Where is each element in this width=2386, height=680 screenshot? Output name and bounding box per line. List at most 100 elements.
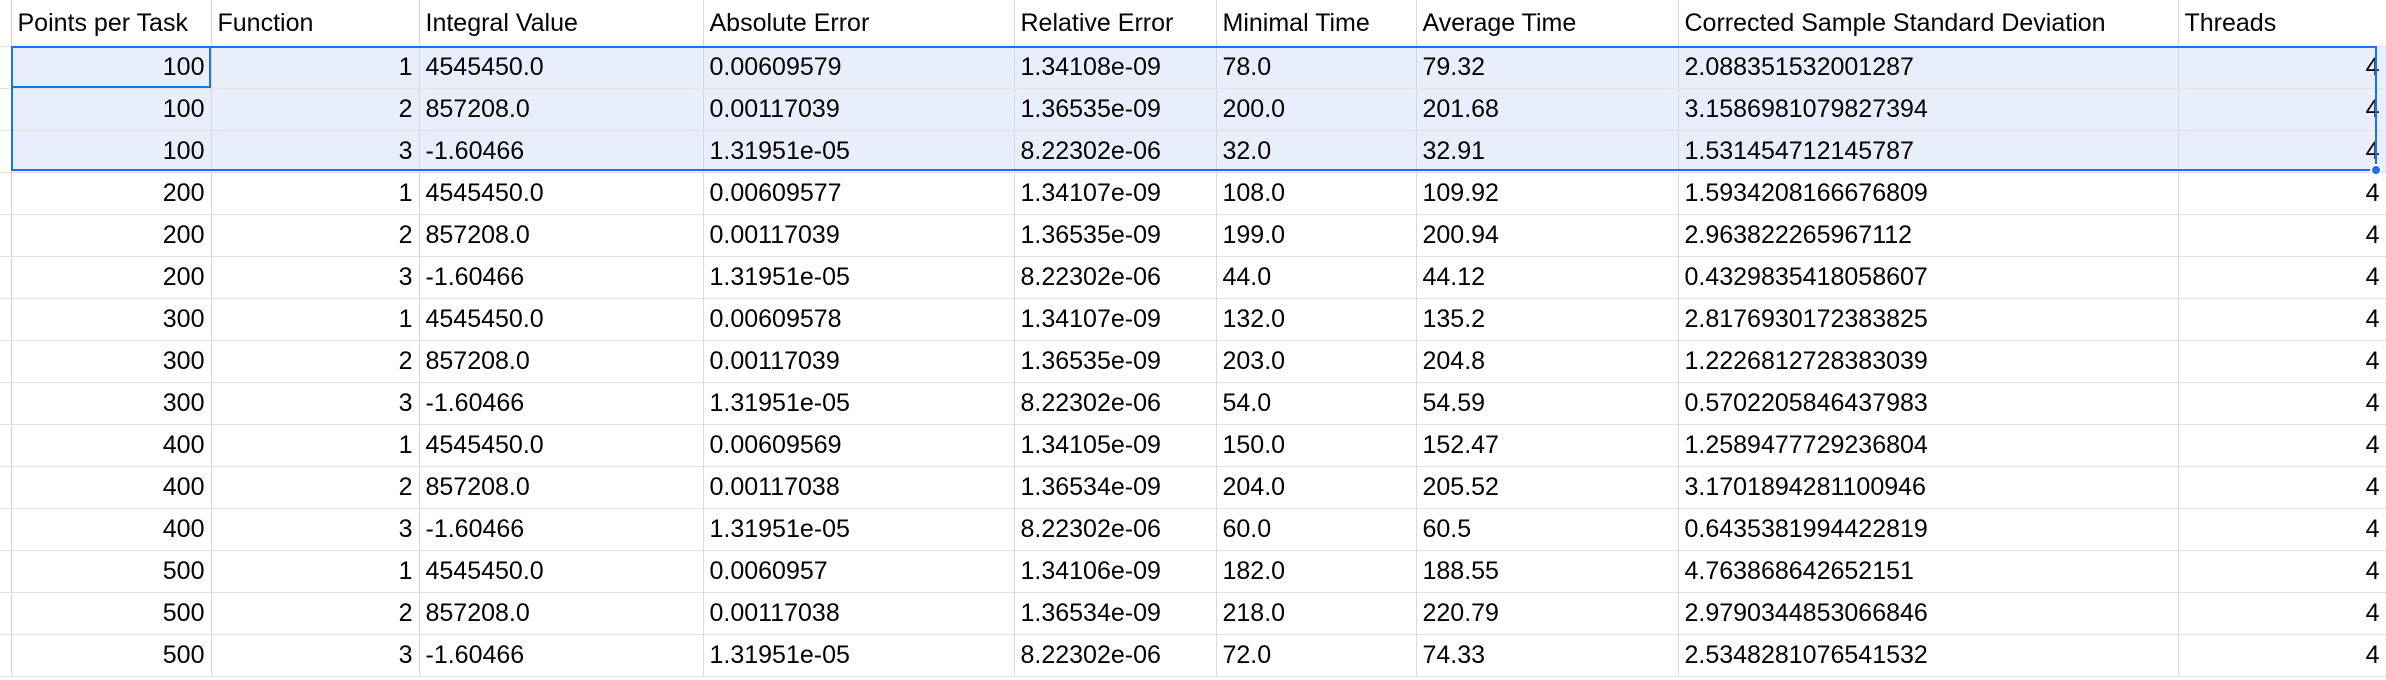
cell-integral-value[interactable]: -1.60466 (419, 382, 704, 425)
cell-integral-value[interactable]: 857208.0 (419, 466, 704, 509)
header-cell-integral-value[interactable]: Integral Value (419, 0, 704, 47)
cell-relative-error[interactable]: 8.22302e-06 (1014, 130, 1217, 173)
cell-integral-value[interactable]: 4545450.0 (419, 298, 704, 341)
cell-threads[interactable]: 4 (2178, 340, 2386, 383)
cell-threads[interactable]: 4 (2178, 550, 2386, 593)
cell-threads[interactable]: 4 (2178, 298, 2386, 341)
cell-average-time[interactable]: 152.47 (1416, 424, 1679, 467)
cell-integral-value[interactable]: -1.60466 (419, 256, 704, 299)
cell-integral-value[interactable]: 857208.0 (419, 592, 704, 635)
cell-relative-error[interactable]: 8.22302e-06 (1014, 508, 1217, 551)
cell-threads[interactable]: 4 (2178, 508, 2386, 551)
cell-integral-value[interactable]: -1.60466 (419, 130, 704, 173)
cell-average-time[interactable]: 135.2 (1416, 298, 1679, 341)
cell-std-deviation[interactable]: 2.9790344853066846 (1678, 592, 2179, 635)
cell-relative-error[interactable]: 1.36534e-09 (1014, 466, 1217, 509)
cell-std-deviation[interactable]: 1.5934208166676809 (1678, 172, 2179, 215)
cell-function[interactable]: 3 (211, 634, 420, 677)
cell-std-deviation[interactable]: 0.5702205846437983 (1678, 382, 2179, 425)
cell-relative-error[interactable]: 1.34108e-09 (1014, 46, 1217, 89)
cell-points-per-task[interactable]: 500 (11, 634, 212, 677)
cell-std-deviation[interactable]: 2.8176930172383825 (1678, 298, 2179, 341)
cell-relative-error[interactable]: 1.36535e-09 (1014, 88, 1217, 131)
cell-minimal-time[interactable]: 150.0 (1216, 424, 1417, 467)
cell-minimal-time[interactable]: 218.0 (1216, 592, 1417, 635)
cell-threads[interactable]: 4 (2178, 382, 2386, 425)
cell-function[interactable]: 2 (211, 88, 420, 131)
cell-relative-error[interactable]: 1.36535e-09 (1014, 214, 1217, 257)
cell-std-deviation[interactable]: 1.2589477729236804 (1678, 424, 2179, 467)
cell-std-deviation[interactable]: 0.6435381994422819 (1678, 508, 2179, 551)
header-cell-relative-error[interactable]: Relative Error (1014, 0, 1217, 47)
header-cell-average-time[interactable]: Average Time (1416, 0, 1679, 47)
cell-function[interactable]: 2 (211, 592, 420, 635)
header-cell-threads[interactable]: Threads (2178, 0, 2386, 47)
cell-function[interactable]: 2 (211, 466, 420, 509)
cell-threads[interactable]: 4 (2178, 256, 2386, 299)
cell-absolute-error[interactable]: 0.00117038 (703, 466, 1015, 509)
cell-function[interactable]: 1 (211, 424, 420, 467)
cell-integral-value[interactable]: 4545450.0 (419, 46, 704, 89)
cell-absolute-error[interactable]: 0.00609578 (703, 298, 1015, 341)
cell-threads[interactable]: 4 (2178, 592, 2386, 635)
cell-function[interactable]: 3 (211, 256, 420, 299)
cell-points-per-task[interactable]: 100 (11, 130, 212, 173)
cell-relative-error[interactable]: 1.34105e-09 (1014, 424, 1217, 467)
cell-std-deviation[interactable]: 2.088351532001287 (1678, 46, 2179, 89)
cell-function[interactable]: 1 (211, 298, 420, 341)
cell-function[interactable]: 1 (211, 550, 420, 593)
cell-std-deviation[interactable]: 1.2226812728383039 (1678, 340, 2179, 383)
cell-points-per-task[interactable]: 300 (11, 298, 212, 341)
cell-average-time[interactable]: 54.59 (1416, 382, 1679, 425)
cell-integral-value[interactable]: 4545450.0 (419, 550, 704, 593)
cell-average-time[interactable]: 188.55 (1416, 550, 1679, 593)
cell-relative-error[interactable]: 8.22302e-06 (1014, 634, 1217, 677)
cell-average-time[interactable]: 44.12 (1416, 256, 1679, 299)
cell-relative-error[interactable]: 1.34107e-09 (1014, 298, 1217, 341)
cell-integral-value[interactable]: -1.60466 (419, 634, 704, 677)
cell-points-per-task[interactable]: 200 (11, 256, 212, 299)
cell-points-per-task[interactable]: 300 (11, 340, 212, 383)
cell-points-per-task[interactable]: 200 (11, 172, 212, 215)
cell-minimal-time[interactable]: 203.0 (1216, 340, 1417, 383)
header-cell-absolute-error[interactable]: Absolute Error (703, 0, 1015, 47)
cell-average-time[interactable]: 32.91 (1416, 130, 1679, 173)
cell-minimal-time[interactable]: 200.0 (1216, 88, 1417, 131)
cell-absolute-error[interactable]: 1.31951e-05 (703, 256, 1015, 299)
cell-std-deviation[interactable]: 0.4329835418058607 (1678, 256, 2179, 299)
fill-handle[interactable] (2370, 164, 2382, 176)
cell-function[interactable]: 1 (211, 172, 420, 215)
cell-function[interactable]: 3 (211, 130, 420, 173)
cell-points-per-task[interactable]: 300 (11, 382, 212, 425)
cell-threads[interactable]: 4 (2178, 424, 2386, 467)
cell-minimal-time[interactable]: 32.0 (1216, 130, 1417, 173)
cell-std-deviation[interactable]: 4.763868642652151 (1678, 550, 2179, 593)
cell-absolute-error[interactable]: 1.31951e-05 (703, 634, 1015, 677)
cell-std-deviation[interactable]: 2.963822265967112 (1678, 214, 2179, 257)
header-cell-minimal-time[interactable]: Minimal Time (1216, 0, 1417, 47)
cell-absolute-error[interactable]: 1.31951e-05 (703, 508, 1015, 551)
cell-average-time[interactable]: 74.33 (1416, 634, 1679, 677)
cell-minimal-time[interactable]: 182.0 (1216, 550, 1417, 593)
cell-absolute-error[interactable]: 0.00117039 (703, 214, 1015, 257)
cell-threads[interactable]: 4 (2178, 634, 2386, 677)
cell-minimal-time[interactable]: 108.0 (1216, 172, 1417, 215)
cell-absolute-error[interactable]: 0.00609579 (703, 46, 1015, 89)
cell-function[interactable]: 1 (211, 46, 420, 89)
cell-points-per-task[interactable]: 100 (11, 46, 212, 89)
cell-average-time[interactable]: 201.68 (1416, 88, 1679, 131)
cell-average-time[interactable]: 220.79 (1416, 592, 1679, 635)
cell-minimal-time[interactable]: 54.0 (1216, 382, 1417, 425)
cell-points-per-task[interactable]: 400 (11, 466, 212, 509)
cell-threads[interactable]: 4 (2178, 88, 2386, 131)
cell-function[interactable]: 3 (211, 382, 420, 425)
cell-std-deviation[interactable]: 2.5348281076541532 (1678, 634, 2179, 677)
header-cell-points-per-task[interactable]: Points per Task (11, 0, 212, 47)
cell-points-per-task[interactable]: 200 (11, 214, 212, 257)
cell-std-deviation[interactable]: 3.1701894281100946 (1678, 466, 2179, 509)
cell-relative-error[interactable]: 8.22302e-06 (1014, 256, 1217, 299)
cell-minimal-time[interactable]: 78.0 (1216, 46, 1417, 89)
cell-relative-error[interactable]: 1.34106e-09 (1014, 550, 1217, 593)
cell-std-deviation[interactable]: 1.531454712145787 (1678, 130, 2179, 173)
